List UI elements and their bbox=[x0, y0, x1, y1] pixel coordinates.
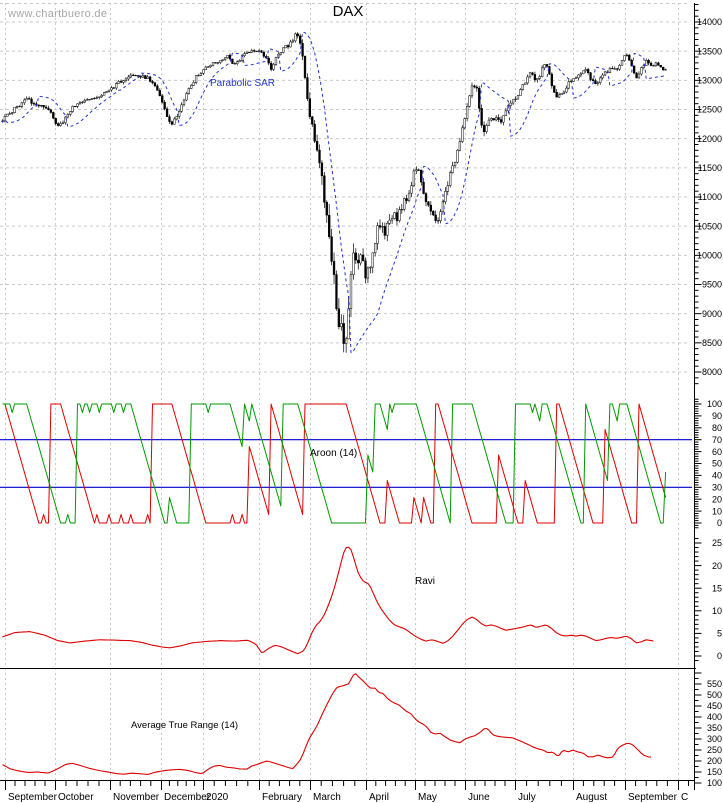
svg-text:70: 70 bbox=[712, 435, 722, 445]
svg-text:8500: 8500 bbox=[702, 338, 722, 348]
svg-text:60: 60 bbox=[712, 447, 722, 457]
svg-text:500: 500 bbox=[707, 690, 722, 700]
svg-text:10500: 10500 bbox=[697, 221, 722, 231]
page-title: DAX bbox=[332, 3, 364, 20]
watermark: www.chartbuero.de bbox=[8, 8, 108, 20]
svg-text:15: 15 bbox=[712, 583, 722, 593]
svg-text:12000: 12000 bbox=[697, 134, 722, 144]
svg-text:10: 10 bbox=[712, 506, 722, 516]
atr-label: Average True Range (14) bbox=[131, 720, 239, 731]
svg-text:30: 30 bbox=[712, 483, 722, 493]
svg-text:0: 0 bbox=[717, 651, 722, 661]
svg-text:9000: 9000 bbox=[702, 309, 722, 319]
svg-text:400: 400 bbox=[707, 712, 722, 722]
ravi-label: Ravi bbox=[415, 576, 436, 587]
svg-text:October: October bbox=[58, 792, 94, 803]
parabolic-sar-label: Parabolic SAR bbox=[210, 78, 276, 89]
svg-text:10000: 10000 bbox=[697, 251, 722, 261]
svg-text:February: February bbox=[262, 792, 302, 803]
svg-text:11500: 11500 bbox=[698, 163, 722, 173]
svg-text:250: 250 bbox=[707, 745, 722, 755]
svg-text:80: 80 bbox=[712, 423, 722, 433]
svg-text:November: November bbox=[113, 792, 160, 803]
svg-text:March: March bbox=[313, 792, 341, 803]
svg-text:40: 40 bbox=[712, 471, 722, 481]
svg-text:350: 350 bbox=[707, 723, 722, 733]
svg-text:450: 450 bbox=[707, 701, 722, 711]
svg-text:June: June bbox=[468, 792, 490, 803]
svg-text:300: 300 bbox=[707, 734, 722, 744]
svg-text:11000: 11000 bbox=[698, 192, 722, 202]
svg-text:2020: 2020 bbox=[206, 792, 229, 803]
svg-text:September: September bbox=[628, 792, 678, 803]
svg-text:13000: 13000 bbox=[697, 76, 722, 86]
svg-text:0: 0 bbox=[717, 518, 722, 528]
svg-text:December: December bbox=[164, 792, 211, 803]
svg-text:20: 20 bbox=[712, 561, 722, 571]
svg-text:C: C bbox=[681, 792, 688, 803]
svg-text:May: May bbox=[418, 792, 437, 803]
svg-text:13500: 13500 bbox=[697, 46, 722, 56]
svg-text:200: 200 bbox=[707, 756, 722, 766]
aroon-label: Aroon (14) bbox=[310, 448, 358, 459]
svg-text:100: 100 bbox=[707, 778, 722, 788]
svg-text:100: 100 bbox=[707, 399, 722, 409]
svg-text:5: 5 bbox=[717, 629, 722, 639]
svg-text:12500: 12500 bbox=[697, 105, 722, 115]
svg-text:10: 10 bbox=[712, 606, 722, 616]
svg-text:July: July bbox=[518, 792, 536, 803]
svg-text:25: 25 bbox=[712, 538, 722, 548]
svg-text:August: August bbox=[576, 792, 607, 803]
svg-text:9500: 9500 bbox=[702, 280, 722, 290]
svg-text:14000: 14000 bbox=[697, 17, 722, 27]
svg-text:90: 90 bbox=[712, 411, 722, 421]
svg-text:April: April bbox=[369, 792, 389, 803]
svg-text:550: 550 bbox=[707, 679, 722, 689]
svg-text:September: September bbox=[8, 792, 58, 803]
svg-text:8000: 8000 bbox=[702, 367, 722, 377]
svg-text:20: 20 bbox=[712, 494, 722, 504]
svg-text:150: 150 bbox=[707, 767, 722, 777]
svg-text:50: 50 bbox=[712, 459, 722, 469]
